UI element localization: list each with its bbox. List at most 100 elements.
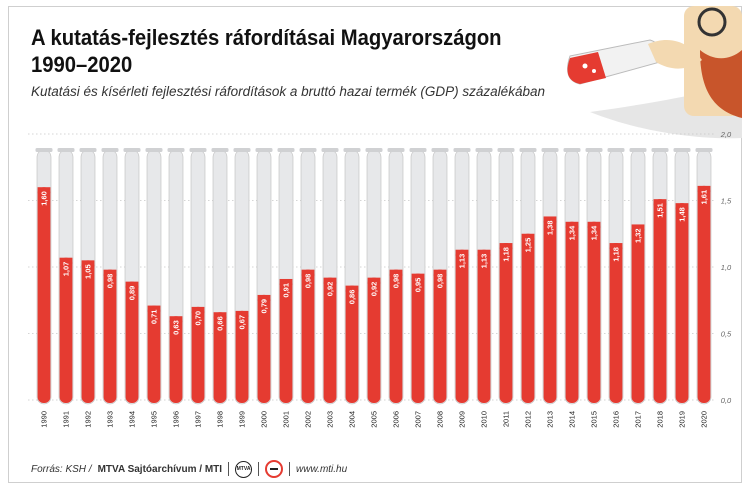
hand-shape: [648, 39, 702, 69]
bar: [59, 257, 73, 403]
bar: [103, 269, 117, 403]
x-tick-label: 1997: [194, 411, 203, 428]
test-tube-bar: 1,51: [651, 148, 669, 405]
tube-rim: [255, 148, 273, 152]
tube-rim: [541, 148, 559, 152]
test-tube-bar: 0,98: [299, 148, 317, 405]
test-tube-bar: 1,32: [629, 148, 647, 405]
bar-top: [543, 216, 557, 223]
bar: [323, 277, 337, 403]
x-tick-label: 2007: [414, 411, 423, 428]
test-tube-bar: 0,91: [277, 148, 295, 405]
data-label: 1,38: [546, 220, 555, 235]
data-label: 0,92: [370, 282, 379, 297]
bar-top: [147, 305, 161, 312]
bar-top: [477, 249, 491, 256]
test-tube-bar: 1,34: [563, 148, 581, 405]
bar: [499, 243, 513, 403]
bar-top: [521, 233, 535, 240]
y-tick-label: 1,0: [721, 263, 732, 272]
tube-rim: [585, 148, 603, 152]
data-label: 0,63: [172, 320, 181, 335]
x-tick-label: 2009: [458, 411, 467, 428]
bar-top: [675, 203, 689, 210]
data-label: 0,95: [414, 278, 423, 293]
tube-rim: [167, 148, 185, 152]
test-tube-bar: 0,98: [431, 148, 449, 405]
test-tube-bar: 1,60: [35, 148, 53, 405]
tube-rim: [233, 148, 251, 152]
x-tick-label: 1993: [106, 411, 115, 428]
x-tick-label: 2001: [282, 411, 291, 428]
bar: [433, 269, 447, 403]
bar: [191, 306, 205, 403]
tube-rim: [409, 148, 427, 152]
x-tick-label: 2003: [326, 411, 335, 428]
x-tick-label: 2004: [348, 411, 357, 428]
bar-top: [81, 260, 95, 267]
bar-top: [587, 221, 601, 228]
bar: [675, 203, 689, 403]
data-label: 1,25: [524, 238, 533, 253]
bar-top: [235, 310, 249, 317]
test-tube-bar: 1,13: [475, 148, 493, 405]
source-footer: Forrás: KSH / MTVA Sajtóarchívum / MTI M…: [31, 460, 347, 478]
data-label: 1,18: [612, 247, 621, 262]
bar: [279, 278, 293, 403]
test-tube-bar: 1,38: [541, 148, 559, 405]
data-label: 1,48: [678, 207, 687, 222]
y-tick-label: 2,0: [720, 130, 732, 139]
test-tube-bar: 0,66: [211, 148, 229, 405]
mtva-logo-icon: MTVA: [235, 460, 253, 478]
bar-top: [169, 316, 183, 323]
test-tube-bar: 0,79: [255, 148, 273, 405]
x-tick-label: 2011: [502, 411, 511, 427]
bar-top: [697, 185, 711, 192]
data-label: 1,61: [700, 190, 709, 205]
scientist-illustration: [567, 6, 742, 139]
agency-name: MTVA Sajtóarchívum / MTI: [97, 463, 223, 475]
website-link[interactable]: www.mti.hu: [296, 463, 348, 475]
test-tube-bar: 0,92: [321, 148, 339, 405]
tube-rim: [431, 148, 449, 152]
tube-rim: [629, 148, 647, 152]
bar-top: [609, 243, 623, 250]
x-tick-label: 2002: [304, 411, 313, 428]
bar-top: [279, 278, 293, 285]
tube-rim: [101, 148, 119, 152]
data-label: 0,66: [216, 316, 225, 331]
data-label: 0,89: [128, 286, 137, 301]
data-label: 0,98: [392, 274, 401, 289]
x-tick-label: 1995: [150, 411, 159, 428]
bar-top: [191, 306, 205, 313]
data-label: 1,34: [590, 225, 599, 240]
test-tube-bar: 0,98: [101, 148, 119, 405]
test-tube-bar: 1,61: [695, 148, 713, 405]
x-tick-label: 1999: [238, 411, 247, 428]
bar: [609, 243, 623, 403]
glasses-icon: [697, 7, 727, 37]
bar: [543, 216, 557, 403]
footer-divider: [228, 462, 230, 476]
data-label: 0,71: [150, 310, 159, 325]
test-tube-bar: 1,18: [607, 148, 625, 405]
bar: [455, 249, 469, 403]
test-tube-bar: 0,67: [233, 148, 251, 405]
tube-rim: [277, 148, 295, 152]
tube-rim: [57, 148, 75, 152]
data-label: 1,13: [458, 254, 467, 269]
x-tick-label: 1991: [62, 411, 71, 428]
bar-top: [433, 269, 447, 276]
test-tube-liquid: [567, 52, 606, 84]
bar: [213, 312, 227, 403]
page-title: A kutatás-fejlesztés ráfordításai Magyar…: [31, 24, 502, 78]
bar-top: [345, 285, 359, 292]
bar: [345, 285, 359, 403]
bar-top: [389, 269, 403, 276]
bar: [697, 185, 711, 403]
bar-top: [653, 199, 667, 206]
bar: [81, 260, 95, 403]
tube-rim: [343, 148, 361, 152]
test-tube-bar: 1,05: [79, 148, 97, 405]
